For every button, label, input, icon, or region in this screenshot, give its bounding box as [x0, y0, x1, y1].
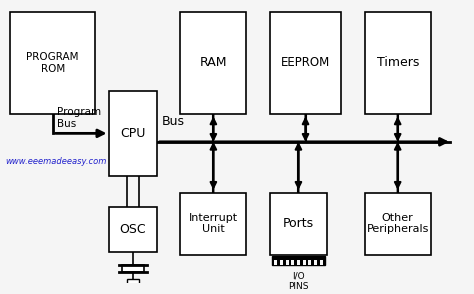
Bar — [309, 260, 311, 265]
Text: CPU: CPU — [120, 127, 146, 140]
Text: Timers: Timers — [376, 56, 419, 69]
Bar — [10, 12, 95, 113]
Bar — [286, 260, 289, 265]
Text: Bus: Bus — [161, 115, 184, 128]
Bar — [109, 91, 156, 176]
Text: Program
Bus: Program Bus — [57, 107, 101, 129]
Bar — [180, 12, 246, 113]
Bar — [122, 265, 144, 272]
Text: PROGRAM
ROM: PROGRAM ROM — [27, 52, 79, 74]
Bar — [270, 193, 327, 255]
Bar — [297, 260, 300, 265]
Bar — [272, 256, 325, 265]
Bar — [280, 260, 283, 265]
Text: Interrupt
Unit: Interrupt Unit — [189, 213, 238, 235]
Bar — [365, 12, 431, 113]
Bar — [274, 260, 277, 265]
Text: EEPROM: EEPROM — [281, 56, 330, 69]
Bar — [292, 260, 294, 265]
Bar — [180, 193, 246, 255]
Bar — [314, 260, 317, 265]
Text: Other
Peripherals: Other Peripherals — [366, 213, 429, 235]
Bar — [109, 207, 156, 252]
Text: Ports: Ports — [283, 217, 314, 230]
Bar — [127, 279, 139, 284]
Bar — [319, 260, 322, 265]
Bar — [303, 260, 306, 265]
Bar — [365, 193, 431, 255]
Bar — [270, 12, 341, 113]
Text: www.eeemadeeasy.com: www.eeemadeeasy.com — [5, 157, 107, 166]
Text: I/O
PINS: I/O PINS — [288, 272, 309, 291]
Text: RAM: RAM — [200, 56, 227, 69]
Text: OSC: OSC — [120, 223, 146, 236]
